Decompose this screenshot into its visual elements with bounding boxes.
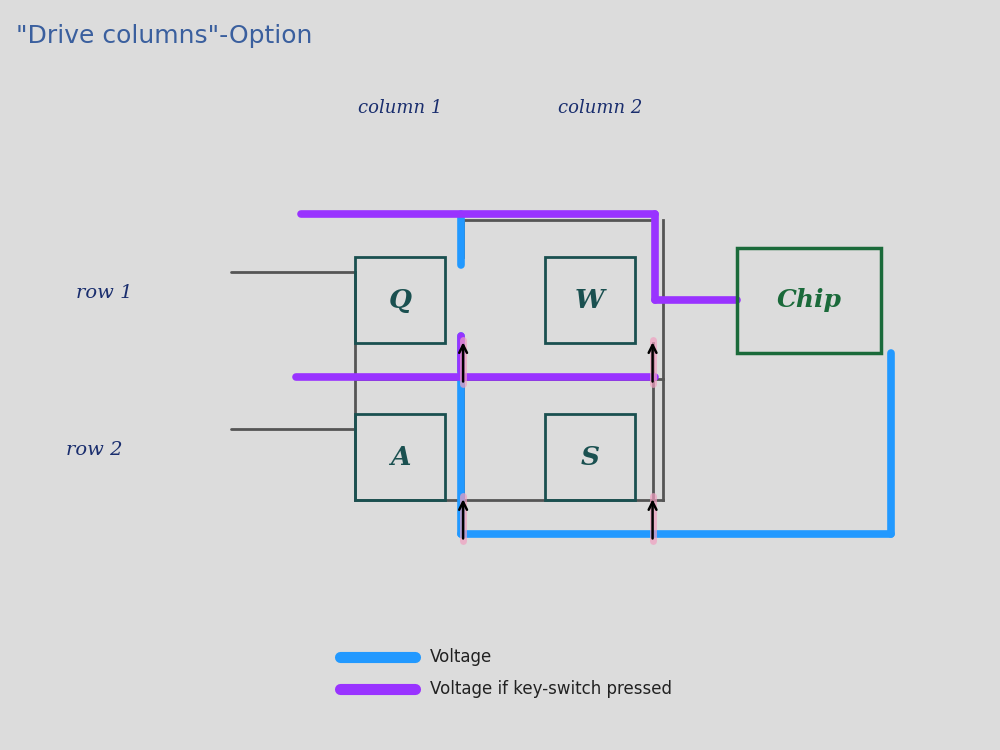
Text: column 2: column 2 [558,98,642,116]
Text: A: A [390,445,411,470]
Bar [545,414,635,500]
Text: "Drive columns"-Option: "Drive columns"-Option [16,24,313,48]
Bar [737,248,881,352]
Text: Voltage if key-switch pressed: Voltage if key-switch pressed [430,680,672,698]
Text: row 2: row 2 [66,441,123,459]
Bar [355,414,445,500]
Text: row 1: row 1 [76,284,133,302]
Text: Chip: Chip [777,288,842,312]
Text: column 1: column 1 [358,98,442,116]
Text: W: W [575,288,605,313]
Bar [545,257,635,344]
Text: Voltage: Voltage [430,649,492,667]
Text: S: S [580,445,599,470]
Bar [355,257,445,344]
Text: Q: Q [389,288,412,313]
